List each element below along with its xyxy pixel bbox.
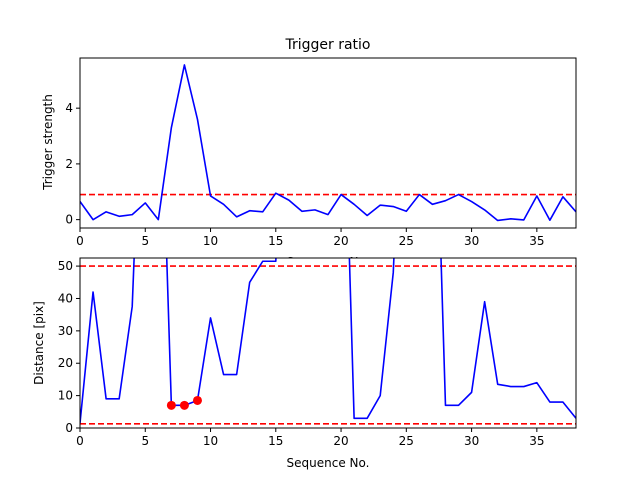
bottom-axes-background: [80, 258, 576, 428]
bottom-y-tick-label: 30: [58, 324, 73, 338]
bottom-series-line: [80, 258, 576, 424]
bottom-axes: 0 5 10 15 20 25 30 35 0 10 20 30 40 50: [58, 257, 577, 448]
top-plot-marks: [80, 64, 576, 222]
top-x-tick-label: 30: [464, 234, 479, 248]
bottom-marker-point: [166, 400, 176, 410]
bottom-y-tick-label: 40: [58, 291, 73, 305]
bottom-y-axis-label: Distance [pix]: [32, 301, 46, 385]
top-x-tick-label: 20: [333, 234, 348, 248]
bottom-marker-point: [192, 395, 202, 405]
top-x-tick-label: 25: [399, 234, 414, 248]
top-y-axis-label: Trigger strength: [41, 94, 55, 191]
bottom-y-tick-label: 0: [65, 421, 73, 435]
bottom-x-tick-label: 15: [268, 434, 283, 448]
bottom-x-tick-label: 35: [529, 434, 544, 448]
top-chart-title: Trigger ratio: [284, 37, 370, 53]
top-x-tick-label: 10: [203, 234, 218, 248]
bottom-axes-frame: [79, 257, 577, 429]
bottom-plot-marks: [80, 258, 576, 425]
top-y-tick-label: 0: [65, 213, 73, 227]
bottom-subplot: 0 5 10 15 20 25 30 35 0 10 20 30 40 50 Sequence No. D…: [32, 257, 577, 470]
bottom-clipped-marks: [80, 258, 576, 425]
bottom-marker-point: [179, 400, 189, 410]
top-axes: 0 5 10 15 20 25 30 35 0 2 4: [65, 57, 577, 248]
top-axes-frame: [79, 57, 577, 229]
top-x-tick-label: 35: [529, 234, 544, 248]
bottom-x-tick-label: 10: [203, 434, 218, 448]
bottom-x-tick-label: 25: [399, 434, 414, 448]
bottom-x-tick-label: 0: [76, 434, 84, 448]
bottom-x-tick-label: 20: [333, 434, 348, 448]
bottom-x-tick-label: 30: [464, 434, 479, 448]
top-x-tick-label: 5: [141, 234, 149, 248]
bottom-x-tick-label: 5: [141, 434, 149, 448]
bottom-x-axis-label: Sequence No.: [287, 456, 370, 470]
top-subplot: Trigger ratio 0 5 10 15 20 25 30 35 0 2 4 Trigger …: [41, 37, 577, 248]
top-y-tick-label: 4: [65, 101, 73, 115]
top-x-tick-label: 15: [268, 234, 283, 248]
top-clipped-marks: [80, 64, 576, 222]
top-series-line: [80, 64, 576, 222]
bottom-y-tick-label: 20: [58, 356, 73, 370]
top-y-tick-label: 2: [65, 157, 73, 171]
bottom-y-tick-label: 50: [58, 259, 73, 273]
bottom-y-tick-label: 10: [58, 389, 73, 403]
top-x-tick-label: 0: [76, 234, 84, 248]
